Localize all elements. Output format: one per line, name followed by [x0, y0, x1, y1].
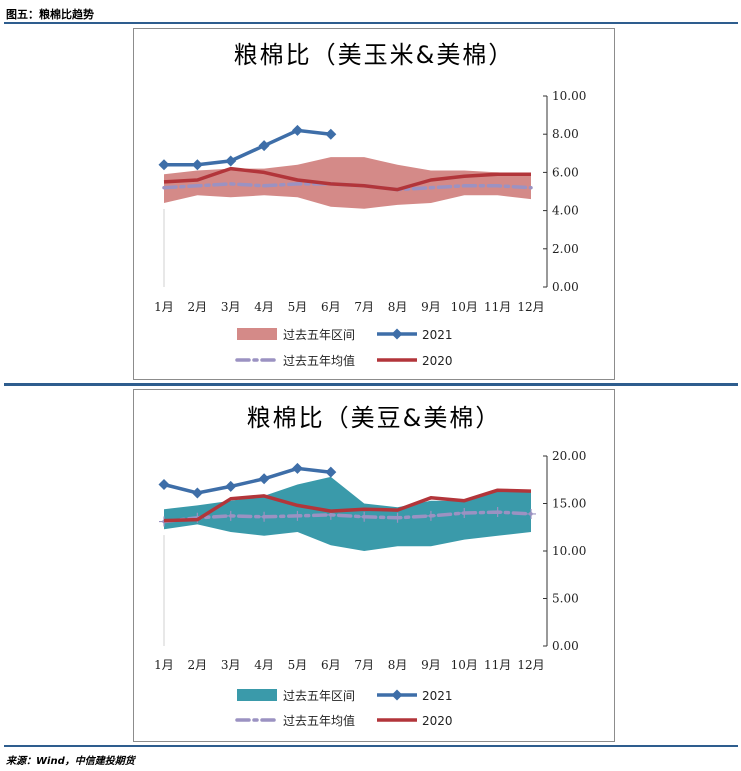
chart-title: 粮棉比（美豆&美棉）: [247, 404, 502, 432]
legend-band-label: 过去五年区间: [283, 689, 355, 703]
mean-point-marker: [359, 511, 370, 522]
legend-2020-label: 2020: [422, 354, 453, 368]
x-tick-label: 11月: [484, 658, 511, 672]
legend-band-swatch: [237, 689, 277, 701]
x-tick-label: 5月: [288, 300, 308, 314]
series-2020-line: [163, 166, 531, 192]
mean-point-marker: [292, 510, 303, 521]
mean-point-marker: [392, 512, 403, 523]
x-tick-label: 9月: [421, 300, 441, 314]
x-tick-label: 2月: [188, 658, 208, 672]
series-2021-point: [191, 159, 203, 171]
corn-cotton-chart: 粮棉比（美玉米&美棉） 10.00 8.00 6.00 4.00 2.00 0.00 1月 2月…: [133, 28, 615, 380]
y-tick-label: 10.00: [552, 89, 586, 103]
series-2021-point: [191, 487, 203, 499]
y-tick-label: 15.00: [552, 497, 586, 511]
y-tick-label: 20.00: [552, 449, 586, 463]
mean-point-marker: [296, 182, 299, 186]
y-tick-label: 4.00: [552, 204, 579, 218]
legend-mean-label: 过去五年均值: [283, 713, 355, 728]
soybean-cotton-chart-svg: 粮棉比（美豆&美棉） 20.00 15.00 10.00 5.00 0.00 1月 2月 3月 4…: [154, 404, 586, 728]
y-tick-label: 0.00: [552, 639, 579, 653]
legend-2021-label: 2021: [422, 689, 453, 703]
x-tick-label: 6月: [321, 300, 341, 314]
x-tick-label: 7月: [354, 658, 374, 672]
series-five-year-mean: [162, 510, 533, 524]
bottom-rule: [4, 745, 738, 747]
legend-2021-label: 2021: [422, 328, 453, 342]
x-tick-label: 3月: [221, 658, 241, 672]
mean-point-marker: [196, 184, 199, 187]
series-2021-point: [325, 128, 337, 140]
legend-2020-label: 2020: [422, 714, 453, 728]
x-tick-label: 8月: [388, 300, 408, 314]
series-2021-line: [164, 128, 331, 167]
corn-cotton-chart-svg: 粮棉比（美玉米&美棉） 10.00 8.00 6.00 4.00 2.00 0.00 1月 2月…: [154, 41, 586, 368]
middle-rule: [4, 383, 738, 386]
legend-mean-label: 过去五年均值: [283, 353, 355, 368]
top-rule: [4, 22, 738, 24]
mean-point-marker: [429, 186, 433, 189]
x-tick-label: 5月: [288, 658, 308, 672]
x-tick-label: 6月: [321, 658, 341, 672]
y-tick-label: 0.00: [552, 280, 579, 294]
series-2021-point: [291, 124, 303, 136]
x-tick-label: 11月: [484, 300, 511, 314]
mean-point-marker: [229, 182, 232, 186]
y-tick-label: 10.00: [552, 544, 586, 558]
legend-band-swatch: [237, 328, 277, 340]
series-2021-point: [225, 480, 237, 492]
legend-band-label: 过去五年区间: [283, 328, 355, 342]
mean-point-marker: [259, 511, 270, 522]
y-tick-label: 6.00: [552, 165, 579, 179]
x-tick-label: 3月: [221, 300, 241, 314]
x-tick-label: 2月: [188, 300, 208, 314]
series-2021-point: [291, 462, 303, 474]
mean-point-marker: [225, 510, 236, 521]
y-tick-label: 8.00: [552, 127, 579, 141]
soybean-cotton-chart: 粮棉比（美豆&美棉） 20.00 15.00 10.00 5.00 0.00 1月 2月 3月 4…: [133, 389, 615, 742]
x-tick-label: 7月: [354, 300, 374, 314]
x-tick-label: 1月: [154, 658, 174, 672]
mean-point-marker: [492, 507, 503, 518]
source-note: 来源：Wind，中信建投期货: [6, 756, 135, 767]
mean-point-marker: [463, 184, 466, 187]
x-tick-label: 4月: [254, 300, 274, 314]
mean-point-marker: [496, 184, 499, 187]
series-2021-line: [163, 466, 331, 495]
y-tick-label: 2.00: [552, 242, 579, 256]
x-tick-label: 4月: [254, 658, 274, 672]
band-area: [164, 476, 531, 551]
mean-point-marker: [459, 508, 470, 518]
series-2021-point: [258, 140, 270, 152]
x-tick-label: 1月: [154, 300, 174, 314]
chart-title: 粮棉比（美玉米&美棉）: [234, 41, 515, 69]
series-2020-line: [163, 488, 532, 523]
series-2021-point: [225, 155, 237, 167]
x-tick-label: 12月: [517, 658, 544, 672]
mean-point-marker: [526, 508, 536, 519]
mean-point-marker: [425, 510, 436, 521]
x-tick-label: 10月: [451, 300, 478, 314]
mean-point-marker: [262, 184, 266, 187]
series-2021-point: [258, 473, 270, 485]
series-2021-point: [325, 466, 337, 478]
mean-point-marker: [529, 186, 533, 189]
mean-point-marker: [162, 186, 166, 189]
legend-2021-marker: [391, 328, 403, 340]
x-tick-label: 12月: [517, 300, 544, 314]
page-title: 图五：粮棉比趋势: [6, 8, 94, 21]
y-tick-label: 5.00: [552, 592, 579, 606]
legend-2021-marker: [391, 689, 403, 701]
x-tick-label: 9月: [421, 658, 441, 672]
x-tick-label: 10月: [451, 658, 478, 672]
x-tick-label: 8月: [388, 658, 408, 672]
series-2021-point: [158, 159, 170, 171]
series-2021-point: [158, 479, 170, 490]
